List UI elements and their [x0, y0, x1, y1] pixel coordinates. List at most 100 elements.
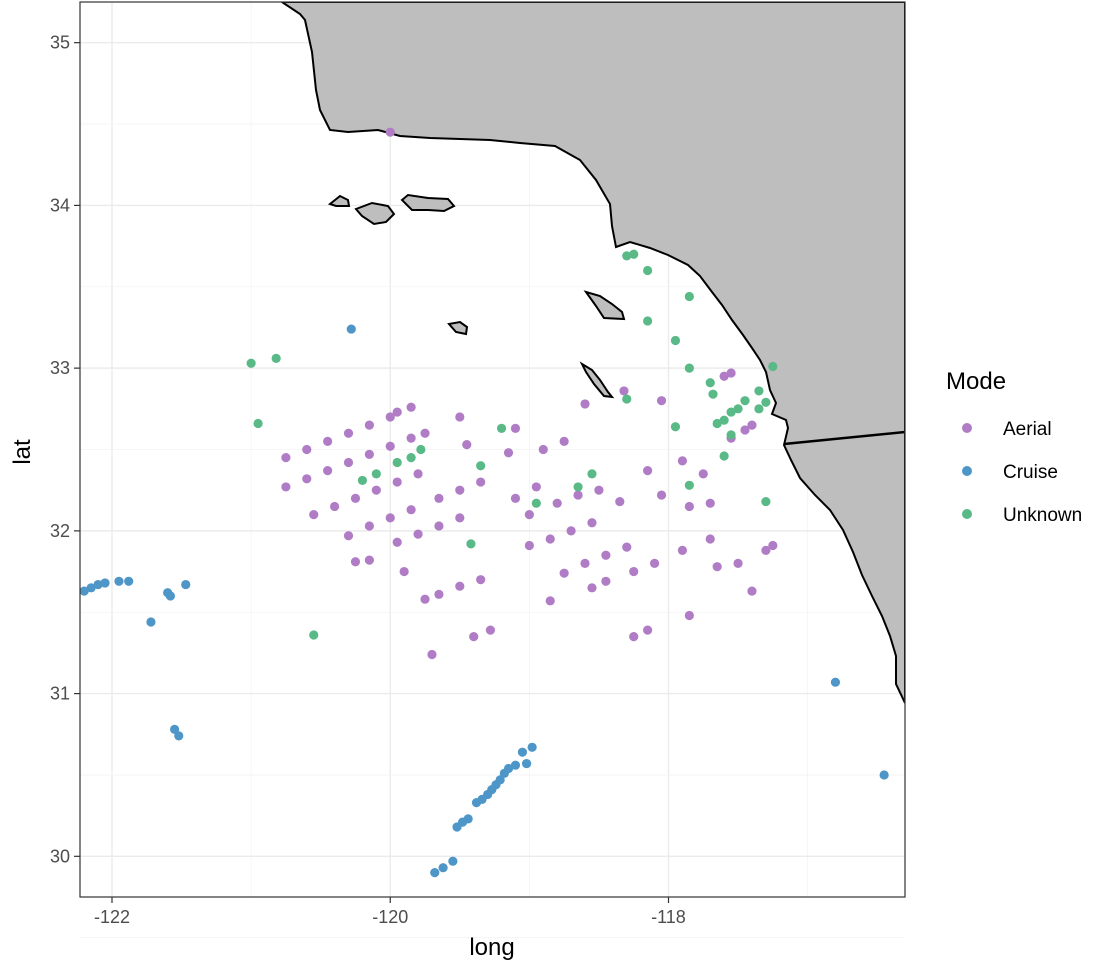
data-point-unknown — [643, 265, 653, 276]
data-point-aerial — [643, 625, 653, 635]
data-point-cruise — [527, 742, 537, 752]
data-point-unknown — [573, 482, 583, 492]
data-point-unknown — [684, 291, 694, 302]
data-point-unknown — [246, 358, 256, 368]
data-point-aerial — [615, 496, 625, 507]
data-point-unknown — [719, 451, 729, 461]
data-point-aerial — [469, 632, 479, 642]
data-point-unknown — [531, 498, 541, 508]
y-tick-label: 33 — [50, 358, 70, 378]
data-point-aerial — [656, 490, 667, 500]
data-point-cruise — [86, 583, 96, 593]
y-tick-label: 30 — [50, 846, 70, 866]
data-point-aerial — [726, 368, 736, 378]
data-point-aerial — [434, 521, 444, 531]
data-point-aerial — [371, 485, 381, 495]
island-san-nicolas — [447, 320, 469, 336]
data-point-aerial — [712, 562, 722, 572]
data-point-aerial — [580, 558, 590, 569]
data-point-aerial — [629, 632, 639, 642]
data-point-cruise — [181, 579, 191, 590]
data-point-unknown — [496, 423, 507, 433]
data-point-cruise — [830, 677, 841, 687]
data-point-unknown — [476, 461, 486, 471]
data-point-unknown — [684, 363, 694, 373]
data-point-aerial — [601, 550, 611, 560]
data-point-aerial — [434, 493, 444, 503]
data-point-aerial — [392, 537, 402, 547]
data-point-cruise — [174, 731, 184, 741]
data-point-cruise — [510, 760, 521, 770]
data-point-aerial — [761, 545, 771, 555]
data-point-aerial — [545, 596, 555, 606]
data-point-unknown — [726, 430, 736, 440]
legend-label-aerial: Aerial — [1003, 419, 1052, 440]
data-point-unknown — [357, 475, 368, 486]
data-point-aerial — [476, 575, 486, 585]
data-point-unknown — [466, 539, 476, 549]
data-point-aerial — [705, 534, 715, 544]
island-san-clemente — [579, 361, 615, 399]
data-point-unknown — [622, 394, 632, 404]
island-santa-cruz — [400, 193, 456, 213]
data-point-aerial — [413, 529, 423, 539]
data-point-unknown — [733, 404, 743, 414]
y-tick-label: 34 — [50, 195, 70, 215]
data-point-unknown — [712, 418, 722, 429]
legend-key-unknown — [962, 509, 972, 519]
data-point-unknown — [643, 316, 653, 326]
data-point-aerial — [538, 444, 548, 455]
legend-label-unknown: Unknown — [1003, 505, 1082, 526]
data-point-aerial — [684, 610, 694, 621]
data-point-cruise — [879, 770, 889, 780]
x-tick-label: -118 — [651, 907, 686, 927]
y-axis-title: lat — [9, 439, 36, 465]
data-point-aerial — [587, 518, 597, 528]
data-point-unknown — [309, 630, 319, 640]
data-point-aerial — [629, 566, 639, 577]
data-point-aerial — [323, 436, 333, 446]
data-point-aerial — [462, 440, 472, 450]
data-point-unknown — [416, 444, 426, 455]
data-point-aerial — [350, 493, 361, 503]
data-point-unknown — [406, 453, 416, 463]
data-point-aerial — [622, 542, 632, 552]
data-point-aerial — [524, 509, 534, 520]
legend-title: Mode — [946, 368, 1006, 395]
data-point-unknown — [761, 397, 771, 407]
data-point-aerial — [768, 540, 778, 551]
data-point-unknown — [708, 389, 718, 399]
data-point-aerial — [434, 589, 444, 599]
y-tick-label: 35 — [50, 33, 70, 53]
data-point-aerial — [343, 428, 354, 438]
data-point-cruise — [146, 617, 156, 627]
data-point-aerial — [573, 490, 583, 500]
data-point-cruise — [93, 579, 103, 590]
data-point-aerial — [364, 449, 374, 459]
data-point-aerial — [427, 649, 437, 660]
x-tick-label: -120 — [372, 907, 408, 927]
data-point-aerial — [350, 557, 361, 567]
data-point-aerial — [677, 456, 688, 466]
data-point-aerial — [531, 482, 541, 492]
data-point-aerial — [747, 586, 757, 596]
data-point-aerial — [385, 127, 395, 137]
data-point-unknown — [719, 415, 729, 425]
island-santa-catalina — [583, 290, 626, 321]
data-point-aerial — [281, 482, 291, 492]
data-point-aerial — [455, 513, 465, 523]
data-point-cruise — [80, 586, 89, 596]
data-point-aerial — [559, 568, 569, 578]
data-point-cruise — [448, 856, 458, 866]
y-tick-label: 32 — [50, 521, 70, 541]
data-point-unknown — [253, 418, 263, 429]
data-point-aerial — [747, 420, 757, 430]
data-point-aerial — [309, 509, 319, 520]
legend-key-aerial — [962, 423, 972, 433]
data-point-aerial — [406, 433, 416, 443]
data-point-aerial — [566, 526, 576, 536]
data-point-unknown — [726, 407, 736, 417]
data-point-unknown — [371, 469, 381, 479]
data-point-aerial — [643, 466, 653, 476]
data-point-cruise — [165, 591, 176, 601]
